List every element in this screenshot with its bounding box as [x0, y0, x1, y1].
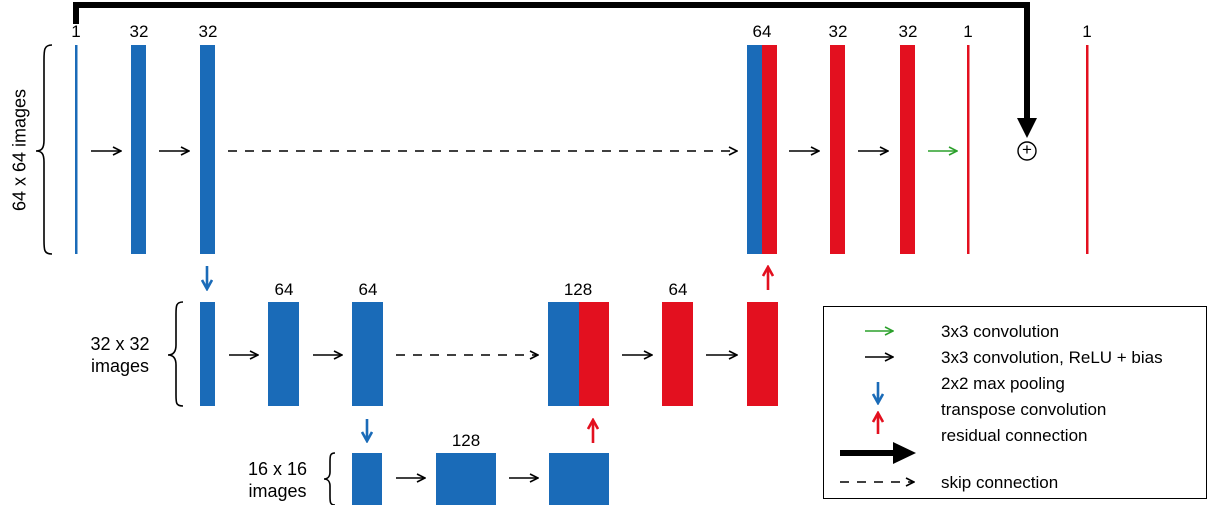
l1-dec1-channels: 32: [828, 22, 848, 41]
l2-dec1-block: [662, 302, 693, 406]
legend-label-maxpool: 2x2 max pooling: [941, 374, 1065, 393]
l2-conv1-block: [268, 302, 299, 406]
level3-label-line2: images: [248, 481, 307, 501]
legend-label-skip: skip connection: [941, 473, 1059, 492]
l1-concat-up-block: [762, 45, 777, 254]
level1-label: 64 x 64 images: [9, 88, 30, 212]
legend-label-transpose: transpose convolution: [941, 400, 1107, 419]
l3-conv-block: [436, 453, 496, 505]
level2-label-line2: images: [90, 356, 150, 376]
l1-brace: [35, 44, 53, 255]
l1-out-block: [967, 45, 970, 254]
l2-concat-up-block: [579, 302, 609, 406]
l3-brace: [323, 452, 336, 505]
residual-connection: [73, 2, 1030, 122]
l2-brace: [167, 301, 184, 407]
legend-label-conv-relu: 3x3 convolution, ReLU + bias: [941, 348, 1163, 367]
l2-up-block: [747, 302, 778, 406]
l3-out-block: [549, 453, 609, 505]
l1-conv1-channels: 32: [129, 22, 149, 41]
l1-concat-channels: 64: [752, 22, 772, 41]
l1-final-channels: 1: [1082, 22, 1092, 41]
l1-out-channels: 1: [963, 22, 973, 41]
residual-arrowhead: [1017, 118, 1037, 138]
l1-dec1-block: [830, 45, 845, 254]
residual-add-symbol: +: [1022, 140, 1032, 159]
l3-conv-channels: 128: [451, 431, 481, 450]
l3-input-block: [352, 453, 382, 505]
l2-dec1-channels: 64: [668, 280, 688, 299]
legend-label-conv: 3x3 convolution: [941, 322, 1060, 341]
level3-label-line1: 16 x 16: [247, 459, 308, 479]
l2-conv2-channels: 64: [358, 280, 378, 299]
l1-conv1-block: [131, 45, 146, 254]
l2-concat-skip-block: [548, 302, 579, 406]
legend-label-residual: residual connection: [941, 426, 1088, 445]
l1-conv2-block: [200, 45, 215, 254]
l1-final-block: [1086, 45, 1089, 254]
l1-input-block: [75, 45, 78, 254]
l2-conv2-block: [352, 302, 383, 406]
l1-dec2-channels: 32: [898, 22, 918, 41]
thick-arrow-icon: [893, 442, 916, 464]
l2-concat-channels: 128: [563, 280, 593, 299]
l1-input-channels: 1: [71, 22, 81, 41]
l1-concat-skip-block: [747, 45, 762, 254]
residual-add-node: [1017, 141, 1037, 161]
level2-label-line1: 32 x 32: [90, 334, 150, 354]
l2-conv1-channels: 64: [274, 280, 294, 299]
l1-conv2-channels: 32: [198, 22, 218, 41]
l2-input-block: [200, 302, 215, 406]
legend: 3x3 convolution 3x3 convolution, ReLU + …: [823, 306, 1207, 499]
l1-dec2-block: [900, 45, 915, 254]
